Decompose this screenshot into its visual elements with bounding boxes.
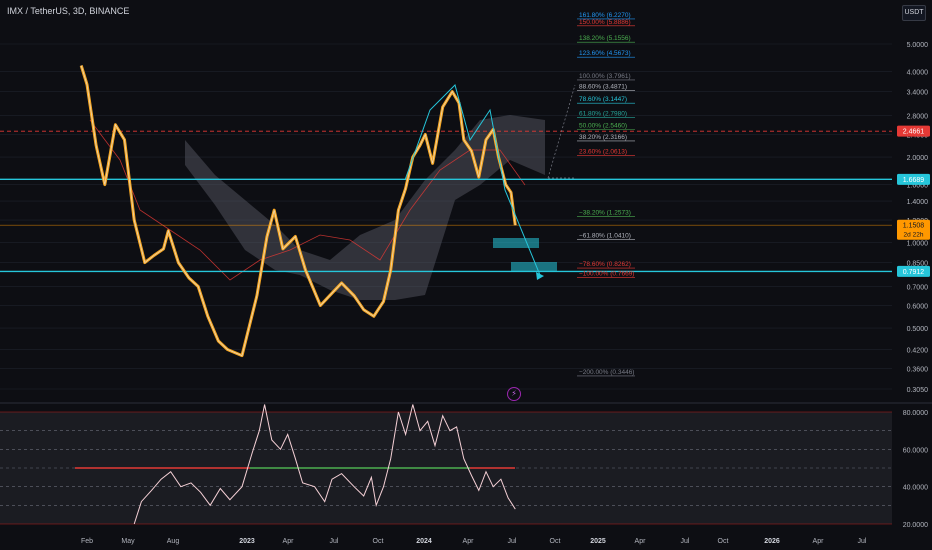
fib-level-label: 123.60% (4.5673) (579, 50, 631, 57)
rsi-tick-label: 20.0000 (903, 522, 928, 529)
time-tick-label: 2024 (416, 538, 432, 545)
price-tick-label: 1.0000 (907, 241, 929, 248)
fib-level-label: −200.00% (0.3446) (579, 369, 634, 376)
time-tick-label: Apr (813, 538, 825, 545)
time-tick-label: Apr (283, 538, 295, 545)
time-tick-label: Oct (373, 538, 384, 545)
time-tick-label: Jul (858, 538, 867, 545)
price-ribbon (80, 65, 516, 357)
time-tick-label: Jul (508, 538, 517, 545)
fib-level-label: 61.80% (2.7980) (579, 111, 627, 118)
time-tick-label: Feb (81, 538, 93, 545)
base-line (89, 119, 526, 281)
target-box (511, 262, 557, 272)
price-tick-label: 0.3600 (907, 367, 929, 374)
price-badge (897, 125, 930, 137)
price-tick-label: 0.3050 (907, 387, 929, 394)
price-tick-label: 5.0000 (907, 42, 929, 49)
time-tick-label: Jul (330, 538, 339, 545)
price-badge-label: 2.4661 (903, 129, 925, 136)
price-tick-label: 0.7000 (907, 285, 929, 292)
time-tick-label: Apr (635, 538, 647, 545)
price-tick-label: 1.4000 (907, 199, 929, 206)
fib-level-label: −61.80% (1.0410) (579, 233, 631, 240)
price-tick-label: 3.4000 (907, 90, 929, 97)
time-tick-label: Apr (463, 538, 475, 545)
fib-anchor-line (547, 84, 576, 179)
price-badge (897, 173, 930, 185)
lightning-icon[interactable]: ⚡ (507, 387, 521, 401)
rsi-tick-label: 80.0000 (903, 410, 928, 417)
price-badge-label: 0.7912 (903, 269, 925, 276)
fib-level-label: 150.00% (5.8886) (579, 19, 631, 26)
price-tick-label: 4.0000 (907, 70, 929, 77)
price-tick-label: 0.5000 (907, 326, 929, 333)
price-badge-countdown: 2d 22h (904, 232, 924, 239)
fib-level-label: 100.00% (3.7961) (579, 73, 631, 80)
price-tick-label: 0.8500 (907, 261, 929, 268)
fib-level-label: 138.20% (5.1556) (579, 35, 631, 42)
fib-level-label: −38.20% (1.2573) (579, 209, 631, 216)
price-tick-label: 2.8000 (907, 114, 929, 121)
target-box (493, 238, 539, 248)
ichimoku-cloud (185, 115, 545, 300)
time-tick-label: Aug (167, 538, 180, 545)
currency-toggle[interactable]: USDT (902, 5, 926, 21)
rsi-tick-label: 60.0000 (903, 447, 928, 454)
time-tick-label: Oct (718, 538, 729, 545)
projection-path (404, 84, 541, 276)
time-tick-label: 2023 (239, 538, 255, 545)
price-badge (897, 265, 930, 277)
price-tick-label: 0.6000 (907, 304, 929, 311)
projection-arrow (536, 272, 544, 280)
fib-level-label: 50.00% (2.5460) (579, 122, 627, 129)
time-tick-label: 2025 (590, 538, 606, 545)
rsi-line (133, 404, 516, 525)
price-tick-label: 1.6000 (907, 183, 929, 190)
time-tick-label: Oct (550, 538, 561, 545)
fib-level-label: 78.60% (3.1447) (579, 96, 627, 103)
fib-level-label: 161.80% (6.2270) (579, 12, 631, 19)
fib-level-label: 88.60% (3.4871) (579, 83, 627, 90)
fib-level-label: −78.60% (0.8262) (579, 261, 631, 268)
time-tick-label: Jul (681, 538, 690, 545)
time-tick-label: May (121, 538, 135, 545)
fib-level-label: 23.60% (2.0613) (579, 148, 627, 155)
time-tick-label: 2026 (764, 538, 780, 545)
price-tick-label: 0.4200 (907, 348, 929, 355)
price-badge-label: 1.6689 (903, 177, 925, 184)
fib-level-label: 38.20% (2.3166) (579, 134, 627, 141)
chart-title: IMX / TetherUS, 3D, BINANCE (7, 6, 130, 16)
price-badge-label: 1.1508 (903, 223, 925, 230)
fib-level-label: −100.00% (0.7669) (579, 270, 634, 277)
price-badge (897, 219, 930, 240)
rsi-tick-label: 40.0000 (903, 485, 928, 492)
price-tick-label: 2.0000 (907, 155, 929, 162)
